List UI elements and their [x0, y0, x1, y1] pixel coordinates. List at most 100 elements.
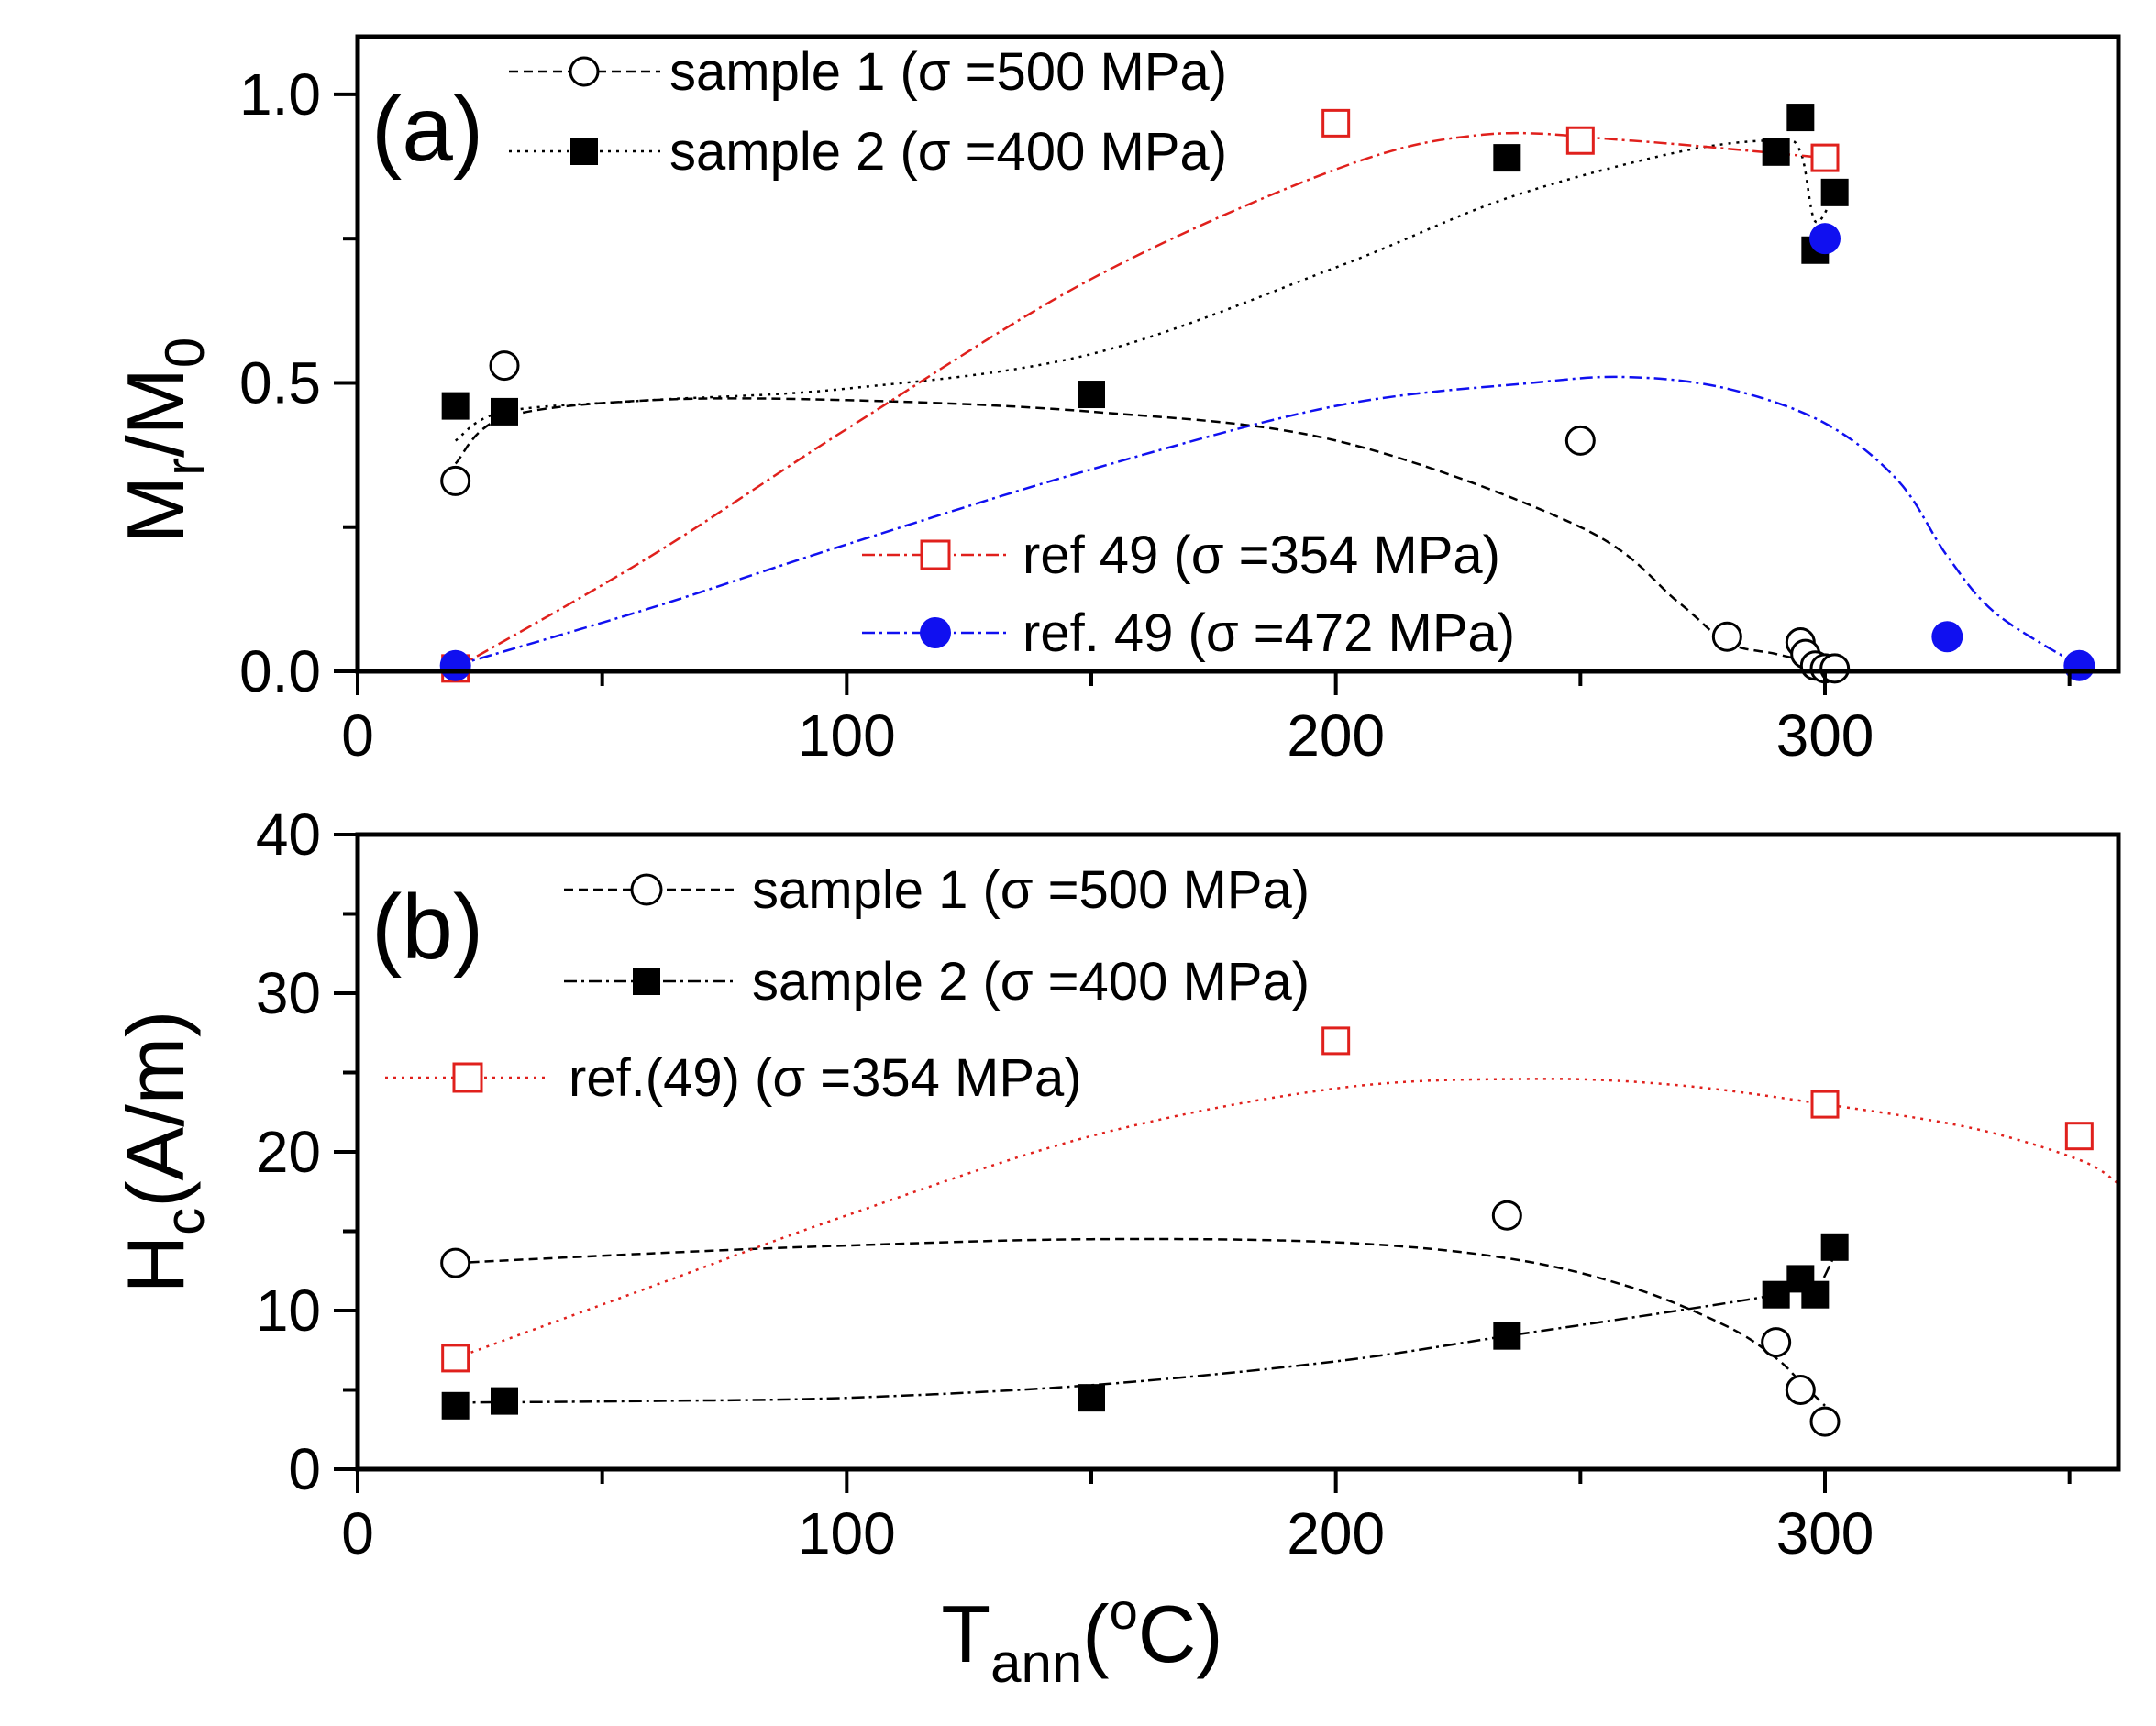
data-point: [1078, 381, 1105, 409]
data-point: [1321, 108, 1351, 138]
panel-b-legend: sample 1 (σ =500 MPa) sample 2 (σ =400 M…: [385, 860, 1310, 1108]
legend-b-sample1-label: sample 1 (σ =500 MPa): [752, 860, 1310, 920]
y-tick-label: 10: [256, 1278, 321, 1344]
panel-b: 0 100 200 300 0 10 20 30 40 (b) Hc(A/m) Tann(oC)…: [110, 802, 2121, 1694]
legend-a-ref49-354-marker: [920, 539, 951, 570]
panel-b-series: [440, 1026, 2118, 1437]
panel-a-y-axis-label: Mr/M0: [110, 337, 216, 543]
legend-a-ref49-472: ref. 49 (σ =472 MPa): [862, 603, 1515, 663]
y-tick-label: 20: [256, 1119, 321, 1185]
panel-a-series: [439, 104, 2095, 684]
legend-a-sample1: sample 1 (σ =500 MPa): [509, 42, 1227, 102]
legend-a-sample2-label: sample 2 (σ =400 MPa): [669, 122, 1227, 182]
x-axis-label: Tann(oC): [941, 1582, 1222, 1694]
legend-b-ref49-marker: [452, 1062, 483, 1093]
panel-a-legend-top: sample 1 (σ =500 MPa) sample 2 (σ =400 M…: [509, 42, 1227, 182]
xlabel-main: T: [941, 1588, 990, 1679]
legend-b-sample1: sample 1 (σ =500 MPa): [564, 860, 1310, 920]
data-point: [1491, 1200, 1522, 1231]
legend-a-ref49-472-label: ref. 49 (σ =472 MPa): [1023, 603, 1515, 663]
legend-b-sample2-marker: [633, 968, 660, 995]
data-point: [1820, 178, 1849, 206]
x-tick-label: 100: [798, 1500, 896, 1566]
panel-b-ticks: 0 100 200 300 0 10 20 30 40: [256, 802, 2072, 1566]
data-point: [1762, 138, 1790, 166]
legend-b-ref49-label: ref.(49) (σ =354 MPa): [569, 1048, 1082, 1108]
legend-b-sample2-label: sample 2 (σ =400 MPa): [752, 952, 1310, 1012]
data-point: [1564, 425, 1596, 456]
data-point: [441, 1344, 470, 1373]
data-point: [1801, 1280, 1830, 1309]
panel-a-ticks: 0 100 200 300 0.0 0.5 1.0: [239, 61, 2072, 769]
data-point: [489, 350, 520, 382]
data-point: [2064, 1122, 2094, 1151]
legend-a-ref49-354-label: ref 49 (σ =354 MPa): [1023, 526, 1500, 585]
y-tick-label: 30: [256, 960, 321, 1026]
series-line-2: [455, 131, 1826, 669]
panel-a-label: (a): [371, 78, 483, 181]
y-tick-label: 1.0: [239, 61, 321, 127]
y-tick-label: 40: [256, 802, 321, 868]
x-tick-label: 0: [341, 1500, 374, 1566]
panel-b-label: (b): [371, 876, 483, 979]
data-point: [1810, 1090, 1840, 1119]
data-point: [1762, 1280, 1790, 1309]
x-tick-label: 200: [1287, 703, 1385, 769]
x-tick-label: 300: [1776, 703, 1874, 769]
data-point: [1819, 653, 1851, 684]
xlabel-open: (: [1082, 1588, 1109, 1679]
data-point: [491, 397, 518, 426]
data-point: [440, 465, 471, 496]
y-tick-label: 0: [288, 1436, 321, 1502]
panel-a-frame: [355, 34, 2121, 674]
panel-a-legend-bottom: ref 49 (σ =354 MPa) ref. 49 (σ =472 MPa): [862, 526, 1515, 663]
legend-a-sample2: sample 2 (σ =400 MPa): [509, 122, 1227, 182]
legend-a-sample2-marker: [570, 138, 598, 165]
data-point: [1810, 143, 1840, 172]
xlabel-sub: ann: [990, 1632, 1082, 1694]
xlabel-sup: o: [1110, 1582, 1138, 1640]
x-tick-label: 100: [798, 703, 896, 769]
data-point: [1711, 621, 1742, 652]
series-line-2: [455, 1078, 2118, 1360]
legend-a-ref49-354: ref 49 (σ =354 MPa): [862, 526, 1500, 585]
panel-a-ylabel-sub-r: r: [154, 458, 216, 476]
data-point: [1786, 104, 1815, 132]
legend-a-ref49-472-marker: [920, 617, 951, 648]
legend-b-ref49: ref.(49) (σ =354 MPa): [385, 1048, 1082, 1108]
data-point: [439, 649, 471, 681]
data-point: [1809, 1406, 1841, 1437]
x-tick-label: 0: [341, 703, 374, 769]
data-point: [1761, 1327, 1792, 1358]
data-point: [1321, 1026, 1351, 1056]
data-point: [1493, 144, 1521, 172]
panel-b-y-axis-label: Hc(A/m): [110, 1011, 216, 1294]
panel-a-ylabel-mid: /M: [110, 368, 201, 458]
y-tick-label: 0.0: [239, 638, 321, 704]
data-point: [1565, 126, 1595, 155]
panel-a-ylabel-main: M: [110, 476, 201, 543]
data-point: [440, 1247, 471, 1278]
series-line-3: [455, 375, 2080, 667]
x-tick-label: 300: [1776, 1500, 1874, 1566]
data-point: [1493, 1322, 1521, 1350]
legend-a-sample1-label: sample 1 (σ =500 MPa): [669, 42, 1227, 102]
data-point: [1078, 1384, 1105, 1412]
panel-a-ylabel-sub-0: 0: [154, 337, 216, 368]
x-tick-label: 200: [1287, 1500, 1385, 1566]
legend-b-sample1-marker: [630, 873, 663, 906]
legend-b-sample2: sample 2 (σ =400 MPa): [564, 952, 1310, 1012]
y-tick-label: 0.5: [239, 349, 321, 415]
legend-a-sample1-marker: [569, 56, 600, 87]
data-point: [441, 1391, 470, 1420]
data-point: [1785, 1375, 1816, 1405]
panel-b-ylabel-sub-c: c: [154, 1208, 216, 1235]
panel-b-ylabel-main: H: [110, 1235, 201, 1294]
data-point: [491, 1387, 518, 1415]
xlabel-close: C): [1138, 1588, 1223, 1679]
data-point: [1931, 621, 1963, 653]
data-point: [1809, 223, 1841, 255]
panel-b-ylabel-mid: (A/m): [110, 1011, 201, 1208]
